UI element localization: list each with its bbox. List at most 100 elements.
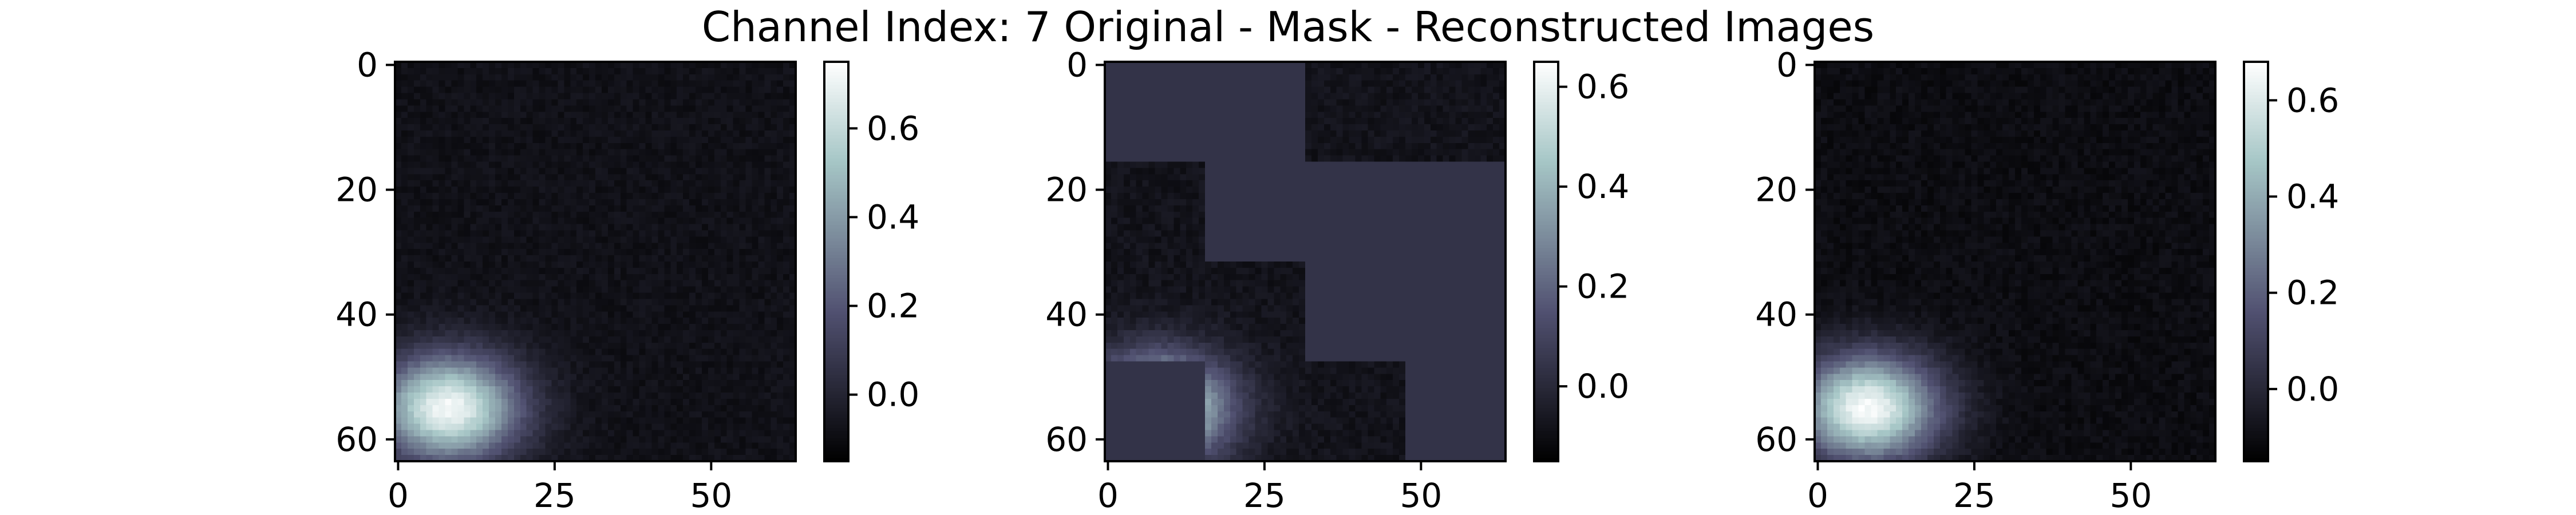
heatmap-cell <box>651 199 658 206</box>
heatmap-cell <box>752 436 758 443</box>
heatmap-cell <box>1217 118 1224 125</box>
heatmap-cell <box>1117 86 1124 94</box>
heatmap-cell <box>583 442 590 449</box>
heatmap-cell <box>595 361 602 369</box>
heatmap-cell <box>639 342 646 350</box>
heatmap-cell <box>745 112 753 118</box>
heatmap-cell <box>752 286 758 294</box>
heatmap-cell <box>583 361 590 369</box>
heatmap-cell <box>539 199 546 206</box>
heatmap-cell <box>708 361 715 369</box>
heatmap-cell <box>689 292 696 300</box>
heatmap-cell <box>789 249 796 256</box>
heatmap-cell <box>464 224 471 231</box>
heatmap-cell <box>701 224 709 231</box>
colorbar-segment <box>824 262 848 266</box>
colorbar-segment <box>824 258 848 262</box>
heatmap-cell <box>457 336 464 343</box>
heatmap-cell <box>1129 86 1137 94</box>
heatmap-cell <box>1280 62 1287 69</box>
heatmap-cell <box>513 230 521 237</box>
heatmap-cell <box>708 442 715 449</box>
heatmap-cell <box>564 136 571 144</box>
heatmap-cell <box>495 118 502 125</box>
heatmap-cell <box>1217 105 1224 112</box>
heatmap-cell <box>513 423 521 431</box>
heatmap-cell <box>589 243 596 249</box>
heatmap-cell <box>470 118 477 125</box>
colorbar-segment <box>824 85 848 89</box>
heatmap-cell <box>589 330 596 337</box>
heatmap-cell <box>432 430 440 437</box>
heatmap-cell <box>1374 74 1381 81</box>
heatmap-cell <box>626 449 634 455</box>
heatmap-cell <box>607 93 615 100</box>
heatmap-cell <box>513 280 521 287</box>
heatmap-cell <box>545 436 552 443</box>
heatmap-cell <box>1236 68 1243 75</box>
heatmap-cell <box>451 205 458 212</box>
heatmap-cell <box>470 136 477 144</box>
heatmap-cell <box>501 230 508 237</box>
heatmap-cell <box>589 280 596 287</box>
heatmap-cell <box>1217 80 1224 88</box>
heatmap-cell <box>457 398 464 406</box>
heatmap-cell <box>558 80 564 88</box>
heatmap-cell <box>771 330 777 337</box>
heatmap-cell <box>576 224 583 231</box>
heatmap-cell <box>551 374 558 381</box>
heatmap-cell <box>720 205 728 212</box>
heatmap-cell <box>401 455 408 462</box>
heatmap-cell <box>407 74 414 81</box>
heatmap-cell <box>1180 105 1187 112</box>
heatmap-cell <box>639 174 646 181</box>
heatmap-cell <box>401 118 408 125</box>
heatmap-cell <box>483 430 489 437</box>
heatmap-cell <box>639 417 646 425</box>
heatmap-cell <box>1299 74 1306 81</box>
heatmap-cell <box>670 367 677 374</box>
heatmap-cell <box>520 292 527 300</box>
heatmap-cell <box>771 236 777 243</box>
heatmap-cell <box>1261 130 1268 137</box>
heatmap-cell <box>664 174 671 181</box>
heatmap-cell <box>1430 62 1437 69</box>
heatmap-cell <box>532 393 540 399</box>
heatmap-cell <box>1192 124 1199 131</box>
heatmap-cell <box>696 380 702 387</box>
heatmap-cell <box>1129 68 1137 75</box>
heatmap-cell <box>532 93 540 100</box>
heatmap-cell <box>583 224 590 231</box>
heatmap-cell <box>407 342 414 350</box>
heatmap-cell <box>483 168 489 175</box>
heatmap-cell <box>701 311 709 318</box>
heatmap-cell <box>664 393 671 399</box>
heatmap-cell <box>476 136 483 144</box>
heatmap-cell <box>614 411 621 418</box>
heatmap-cell <box>470 124 477 131</box>
heatmap-cell <box>501 299 508 306</box>
heatmap-cell <box>395 74 402 81</box>
heatmap-cell <box>495 174 502 181</box>
heatmap-cell <box>645 211 653 219</box>
heatmap-cell <box>726 155 734 163</box>
heatmap-cell <box>620 211 627 219</box>
heatmap-cell <box>758 187 765 193</box>
heatmap-cell <box>520 274 527 281</box>
heatmap-cell <box>1167 86 1174 94</box>
heatmap-cell <box>413 393 421 399</box>
heatmap-cell <box>483 405 489 412</box>
heatmap-cell <box>539 280 546 287</box>
heatmap-cell <box>595 262 602 268</box>
heatmap-cell <box>445 99 452 106</box>
heatmap-cell <box>733 405 740 412</box>
heatmap-cell <box>614 361 621 369</box>
heatmap-cell <box>783 68 790 75</box>
heatmap-cell <box>426 168 433 175</box>
heatmap-cell <box>708 311 715 318</box>
heatmap-cell <box>764 361 771 369</box>
heatmap-cell <box>633 243 640 249</box>
heatmap-cell <box>633 155 640 163</box>
heatmap-cell <box>558 224 564 231</box>
heatmap-cell <box>470 86 477 94</box>
